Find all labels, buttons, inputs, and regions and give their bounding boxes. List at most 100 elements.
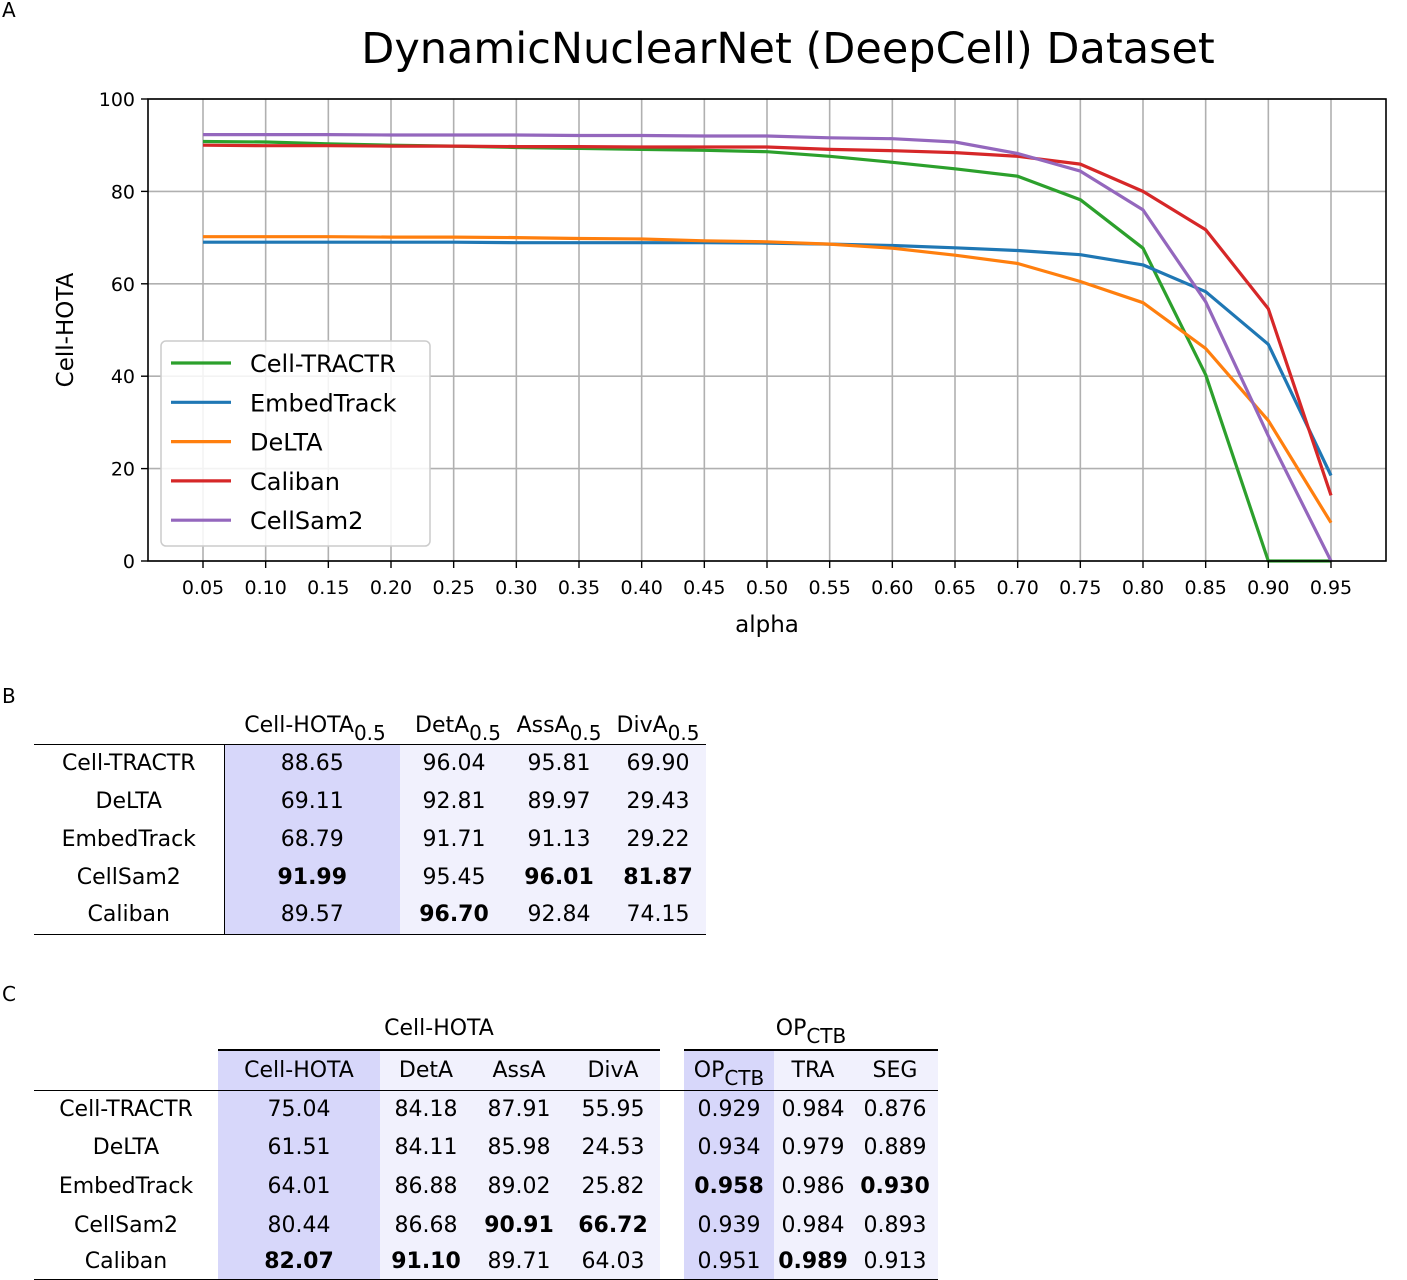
- col-header-assa: AssA: [472, 1050, 566, 1090]
- x-tick-label: 0.55: [809, 577, 851, 599]
- table-cell: 0.984: [774, 1090, 852, 1128]
- table-cell: 85.98: [472, 1128, 566, 1167]
- y-axis-label: Cell-HOTA: [53, 272, 79, 387]
- table-cell: 25.82: [566, 1167, 660, 1206]
- row-label: EmbedTrack: [34, 820, 225, 858]
- y-tick-label: 40: [111, 366, 135, 388]
- x-tick-label: 0.25: [433, 577, 475, 599]
- y-tick-label: 100: [99, 89, 135, 111]
- table-cell: 92.81: [400, 782, 508, 820]
- table-cell: 0.989: [774, 1244, 852, 1279]
- table-cell: 96.01: [508, 858, 610, 896]
- table-cell: 89.57: [224, 896, 400, 934]
- table-cell: 69.90: [610, 744, 706, 782]
- table-cell: 80.44: [218, 1206, 380, 1244]
- legend: Cell-TRACTR EmbedTrack DeLTA Caliban CellSam…: [160, 340, 431, 547]
- legend-label: CellSam2: [250, 507, 363, 535]
- table-cell: 81.87: [610, 858, 706, 896]
- row-label: Cell-TRACTR: [59, 1096, 193, 1122]
- table-cell: 82.07: [218, 1244, 380, 1279]
- table-cell: 0.979: [774, 1128, 852, 1167]
- table-cell: 68.79: [224, 820, 400, 858]
- x-tick-label: 0.60: [871, 577, 913, 599]
- x-tick-label: 0.35: [558, 577, 600, 599]
- table-row: Caliban 89.57 96.70 92.84 74.15: [34, 896, 706, 934]
- table-row: EmbedTrack 68.79 91.71 91.13 29.22: [34, 820, 706, 858]
- table-cell: 86.88: [380, 1167, 472, 1206]
- row-label: Caliban: [34, 896, 225, 934]
- x-tick-label: 0.40: [621, 577, 663, 599]
- y-tick-label: 60: [111, 274, 135, 296]
- table-cell: 95.45: [400, 858, 508, 896]
- legend-box: [160, 340, 431, 547]
- table-cell: 0.889: [852, 1128, 938, 1167]
- table-cell: 29.43: [610, 782, 706, 820]
- summary-table-c: Cell-HOTA OPCTB Cell-HOTA DetA AssA DivA…: [34, 1008, 938, 1280]
- table-cell: 0.934: [684, 1128, 774, 1167]
- col-header-tra: TRA: [774, 1050, 852, 1090]
- row-label: EmbedTrack: [58, 1174, 194, 1199]
- table-row: DeLTA 69.11 92.81 89.97 29.43: [34, 782, 706, 820]
- x-tick-label: 0.50: [746, 577, 788, 599]
- table-cell: 64.01: [218, 1167, 380, 1206]
- table-cell: 91.10: [380, 1244, 472, 1279]
- table-cell: 0.958: [684, 1167, 774, 1206]
- table-cell: 0.939: [684, 1206, 774, 1244]
- table-row: DeLTA 61.51 84.11 85.98 24.53 0.934 0.979 0.889: [34, 1128, 938, 1167]
- col-header-diva: DivA: [566, 1050, 660, 1090]
- table-cell: 89.97: [508, 782, 610, 820]
- table-cell: 89.02: [472, 1167, 566, 1206]
- row-label: CellSam2: [34, 858, 225, 896]
- col-header-op-ctb: OPCTB: [684, 1050, 774, 1090]
- x-tick-label: 0.30: [495, 577, 537, 599]
- table-cell: 91.13: [508, 820, 610, 858]
- table-cell: 84.18: [380, 1090, 472, 1128]
- table-cell: 24.53: [566, 1128, 660, 1167]
- x-tick-label: 0.65: [934, 577, 976, 599]
- col-header-cell-hota: Cell-HOTA: [218, 1050, 380, 1090]
- table-row: Caliban 82.07 91.10 89.71 64.03 0.951 0.989 0.9…: [34, 1244, 938, 1279]
- x-tick-label: 0.70: [997, 577, 1039, 599]
- panel-a-label: A: [2, 0, 16, 22]
- x-tick-label: 0.80: [1122, 577, 1164, 599]
- series-line-delta: [203, 235, 1333, 524]
- table-cell: 0.984: [774, 1206, 852, 1244]
- table-cell: 0.930: [852, 1167, 938, 1206]
- col-header-assa: AssA0.5: [516, 713, 602, 746]
- table-cell: 0.951: [684, 1244, 774, 1279]
- group-header-op-ctb: OPCTB: [684, 1008, 938, 1051]
- table-cell: 74.15: [610, 896, 706, 934]
- table-cell: 0.986: [774, 1167, 852, 1206]
- x-tick-label: 0.05: [182, 577, 224, 599]
- table-row: CellSam2 91.99 95.45 96.01 81.87: [34, 858, 706, 896]
- col-header-deta: DetA: [380, 1050, 472, 1090]
- table-cell: 96.70: [400, 896, 508, 934]
- table-cell: 75.04: [218, 1090, 380, 1128]
- table-row: Cell-TRACTR 88.65 96.04 95.81 69.90: [34, 744, 706, 782]
- row-label: DeLTA: [34, 782, 225, 820]
- series-line-caliban: [202, 143, 1333, 496]
- x-tick-label: 0.75: [1059, 577, 1101, 599]
- table-cell: 29.22: [610, 820, 706, 858]
- table-cell: 92.84: [508, 896, 610, 934]
- x-tick-label: 0.10: [245, 577, 287, 599]
- table-cell: 0.876: [852, 1090, 938, 1128]
- col-header-cell-hota: Cell-HOTA0.5: [244, 713, 386, 746]
- x-tick-label: 0.15: [307, 577, 349, 599]
- col-header-seg: SEG: [852, 1050, 938, 1090]
- x-tick-label: 0.20: [370, 577, 412, 599]
- group-header-cell-hota: Cell-HOTA: [218, 1008, 660, 1051]
- chart-title: DynamicNuclearNet (DeepCell) Dataset: [361, 24, 1215, 74]
- y-tick-label: 80: [111, 181, 135, 203]
- table-cell: 91.71: [400, 820, 508, 858]
- x-tick-label: 0.90: [1247, 577, 1289, 599]
- table-cell: 64.03: [566, 1244, 660, 1279]
- series-line-cellsam2: [203, 133, 1333, 562]
- table-cell: 0.929: [684, 1090, 774, 1128]
- legend-label: Cell-TRACTR: [250, 350, 396, 378]
- x-tick-label: 0.45: [683, 577, 725, 599]
- row-label: Caliban: [84, 1248, 168, 1274]
- x-tick-label: 0.85: [1185, 577, 1227, 599]
- legend-label: EmbedTrack: [250, 389, 397, 417]
- row-label: DeLTA: [92, 1135, 160, 1160]
